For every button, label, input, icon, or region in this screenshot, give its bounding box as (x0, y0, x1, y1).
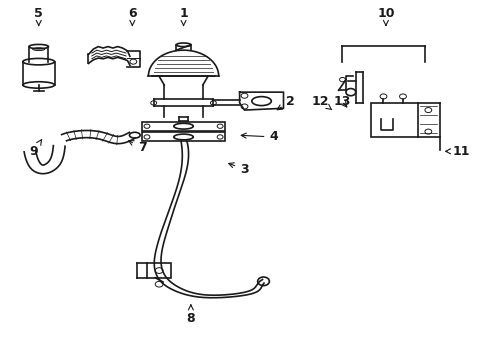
Text: 6: 6 (128, 7, 136, 26)
Text: 4: 4 (241, 130, 278, 144)
Text: 10: 10 (376, 7, 394, 26)
Text: 12: 12 (311, 95, 331, 110)
Text: 3: 3 (228, 163, 248, 176)
Text: 11: 11 (445, 145, 469, 158)
Text: 8: 8 (186, 305, 195, 325)
Text: 5: 5 (34, 7, 43, 26)
Text: 1: 1 (179, 7, 187, 26)
Text: 2: 2 (277, 95, 295, 110)
Text: 13: 13 (333, 95, 350, 108)
Text: 7: 7 (128, 141, 146, 154)
Text: 9: 9 (29, 139, 41, 158)
